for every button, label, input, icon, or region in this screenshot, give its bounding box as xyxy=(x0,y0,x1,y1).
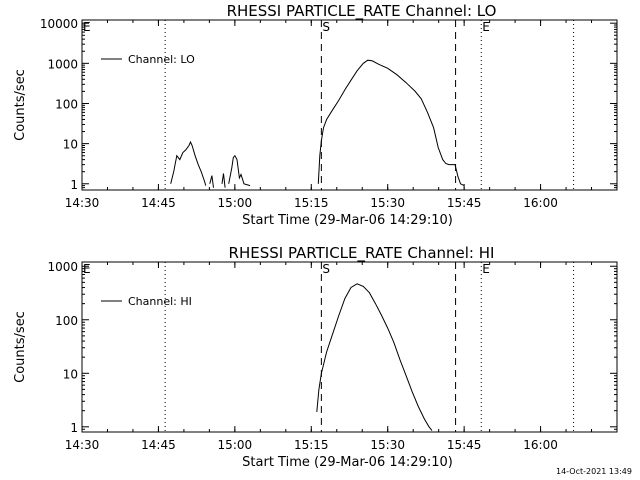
hi-legend-label: Channel: HI xyxy=(128,295,192,308)
lo-y-tick-label: 10 xyxy=(63,138,78,152)
lo-x-tick-label: 15:00 xyxy=(218,196,253,210)
lo-x-tick-label: 15:30 xyxy=(370,196,405,210)
hi-x-tick-label: 14:30 xyxy=(65,438,100,452)
lo-x-axis-label: Start Time (29-Mar-06 14:29:10) xyxy=(242,213,453,228)
hi-marker-label: E xyxy=(83,262,91,276)
hi-plot-frame xyxy=(81,261,618,433)
lo-x-tick-label: 16:00 xyxy=(523,196,558,210)
hi-series-line xyxy=(316,283,433,431)
hi-x-tick-label: 15:00 xyxy=(218,438,253,452)
lo-y-tick-label: 1000 xyxy=(47,57,78,71)
hi-y-tick-label: 100 xyxy=(55,314,78,328)
lo-series-line xyxy=(221,173,226,188)
lo-legend-label: Channel: LO xyxy=(128,53,195,66)
hi-x-tick-label: 16:00 xyxy=(523,438,558,452)
lo-series-line xyxy=(317,59,465,187)
hi-x-tick-label: 15:15 xyxy=(294,438,329,452)
lo-marker-label: E xyxy=(482,20,490,34)
lo-chart-title: RHESSI PARTICLE_RATE Channel: LO xyxy=(227,2,497,21)
lo-plot-frame xyxy=(81,19,618,191)
hi-y-tick-label: 1000 xyxy=(47,260,78,274)
hi-chart-title: RHESSI PARTICLE_RATE Channel: HI xyxy=(229,244,495,263)
hi-x-tick-label: 14:45 xyxy=(141,438,176,452)
hi-x-tick-label: 15:30 xyxy=(370,438,405,452)
hi-y-tick-label: 1 xyxy=(70,421,78,435)
lo-series-line xyxy=(170,140,207,186)
lo-y-tick-label: 10000 xyxy=(40,17,78,31)
hi-x-axis-label: Start Time (29-Mar-06 14:29:10) xyxy=(242,455,453,470)
lo-y-tick-label: 100 xyxy=(55,97,78,111)
hi-marker-label: S xyxy=(322,262,330,276)
lo-series-line xyxy=(209,175,214,188)
lo-y-axis-label: Counts/sec xyxy=(13,69,28,141)
lo-series-line xyxy=(228,154,251,187)
hi-x-tick-label: 15:45 xyxy=(447,438,482,452)
hi-y-axis-label: Counts/sec xyxy=(13,311,28,383)
lo-marker-label: E xyxy=(83,20,91,34)
hi-marker-label: E xyxy=(482,262,490,276)
footer-timestamp: 14-Oct-2021 13:49 xyxy=(556,467,632,476)
lo-x-tick-label: 14:45 xyxy=(141,196,176,210)
lo-marker-label: S xyxy=(322,20,330,34)
lo-y-tick-label: 1 xyxy=(70,178,78,192)
lo-x-tick-label: 15:45 xyxy=(447,196,482,210)
lo-x-tick-label: 15:15 xyxy=(294,196,329,210)
hi-y-tick-label: 10 xyxy=(63,367,78,381)
lo-x-tick-label: 14:30 xyxy=(65,196,100,210)
